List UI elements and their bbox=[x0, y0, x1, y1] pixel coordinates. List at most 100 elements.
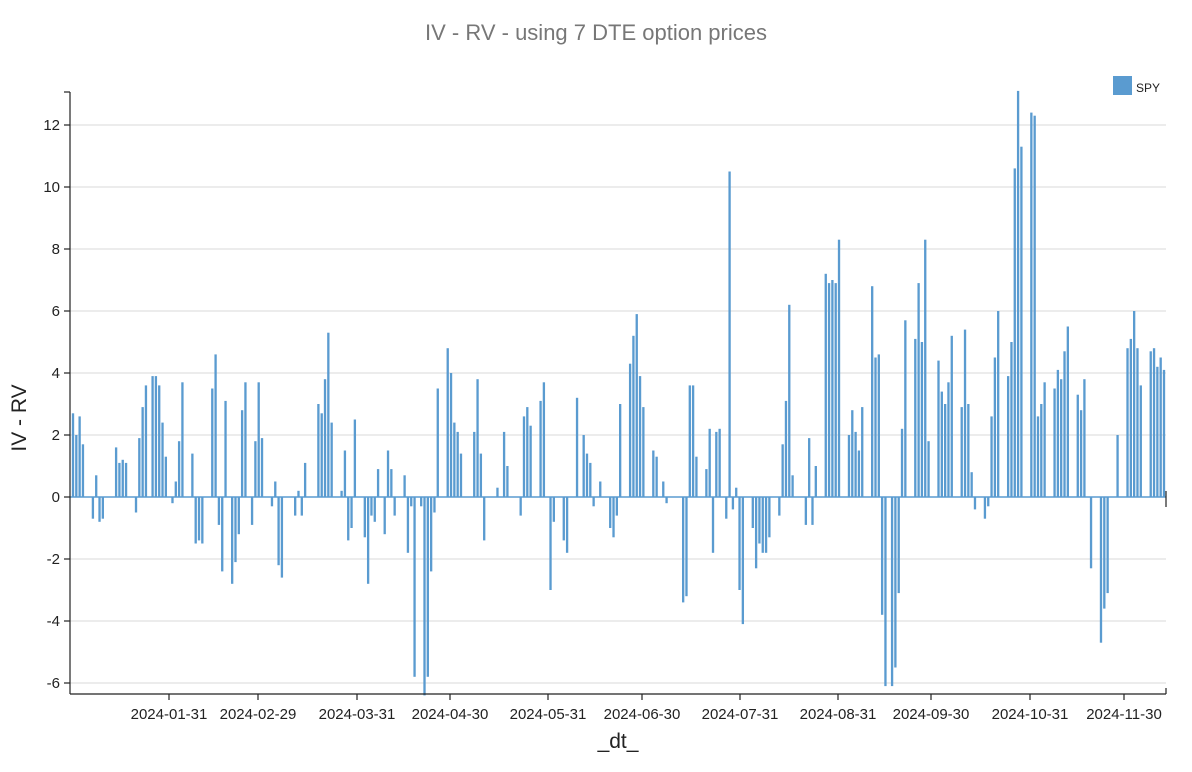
gridlines bbox=[70, 124, 1166, 684]
legend: SPY bbox=[1113, 76, 1160, 95]
bar bbox=[161, 422, 164, 497]
bar bbox=[552, 497, 555, 522]
bar bbox=[960, 407, 963, 497]
bar bbox=[950, 335, 953, 497]
bar bbox=[1126, 348, 1129, 497]
bar bbox=[539, 400, 542, 497]
bar bbox=[788, 304, 791, 497]
bar bbox=[997, 311, 1000, 497]
bar bbox=[138, 438, 141, 497]
bar bbox=[585, 453, 589, 497]
bar bbox=[101, 497, 104, 519]
bar bbox=[628, 363, 632, 497]
x-tick-label: 2024-10-31 bbox=[992, 706, 1069, 723]
bar bbox=[612, 497, 615, 538]
bar bbox=[791, 475, 794, 497]
bar bbox=[406, 497, 410, 553]
bar bbox=[413, 497, 416, 677]
bar bbox=[615, 497, 618, 516]
y-tick-label: 6 bbox=[52, 303, 60, 320]
bar bbox=[715, 431, 718, 497]
bar bbox=[665, 497, 668, 504]
bar bbox=[526, 407, 529, 497]
bar bbox=[562, 497, 565, 541]
bar bbox=[1020, 146, 1023, 497]
bar bbox=[854, 431, 857, 497]
bar bbox=[81, 444, 85, 497]
bar bbox=[967, 404, 970, 497]
bar bbox=[217, 497, 221, 525]
bar bbox=[1060, 379, 1063, 497]
bar bbox=[294, 497, 297, 516]
bar bbox=[857, 450, 861, 497]
bar bbox=[383, 497, 386, 535]
bar bbox=[662, 481, 665, 497]
bar bbox=[847, 435, 851, 497]
bar bbox=[1152, 348, 1156, 497]
bar bbox=[403, 475, 406, 497]
bar bbox=[323, 379, 327, 497]
x-tick-label: 2024-08-31 bbox=[800, 706, 877, 723]
bar bbox=[433, 497, 436, 513]
bar bbox=[237, 497, 240, 535]
bar bbox=[652, 450, 655, 497]
bar bbox=[890, 497, 894, 687]
bar bbox=[350, 497, 353, 528]
bar bbox=[914, 338, 917, 497]
bar bbox=[874, 357, 877, 497]
bar bbox=[95, 475, 98, 497]
bars bbox=[71, 90, 1166, 696]
bar bbox=[134, 497, 138, 513]
x-tick-label: 2024-01-31 bbox=[131, 706, 208, 723]
bar bbox=[436, 388, 439, 497]
bar bbox=[943, 404, 947, 497]
bar bbox=[1129, 338, 1132, 497]
bar bbox=[814, 466, 817, 497]
x-tick-label: 2024-11-30 bbox=[1086, 706, 1162, 723]
bar bbox=[1013, 168, 1016, 497]
bar bbox=[479, 453, 483, 497]
bar bbox=[754, 497, 758, 569]
bar bbox=[731, 497, 735, 510]
bar bbox=[1056, 369, 1060, 497]
bar bbox=[181, 382, 184, 497]
bar bbox=[973, 497, 977, 510]
bar bbox=[473, 431, 476, 497]
bar bbox=[592, 497, 595, 507]
bar bbox=[496, 487, 499, 497]
bar bbox=[453, 422, 456, 497]
bar bbox=[904, 320, 907, 497]
bar bbox=[270, 497, 274, 507]
bar bbox=[114, 447, 118, 497]
bar bbox=[987, 497, 990, 507]
bar bbox=[900, 428, 904, 497]
bar bbox=[446, 348, 449, 497]
bar bbox=[91, 497, 95, 519]
x-tick-label: 2024-04-30 bbox=[412, 706, 489, 723]
bar bbox=[834, 283, 837, 497]
y-axis-label: IV - RV bbox=[8, 384, 31, 451]
bar bbox=[632, 335, 635, 497]
bar bbox=[1162, 369, 1166, 497]
y-tick-label: 4 bbox=[52, 365, 60, 382]
x-tick-label: 2024-05-31 bbox=[510, 706, 587, 723]
bar bbox=[589, 462, 592, 497]
bar bbox=[410, 497, 413, 507]
bar bbox=[735, 487, 738, 497]
bar bbox=[705, 469, 708, 497]
x-tick-label: 2024-06-30 bbox=[604, 706, 681, 723]
bar bbox=[376, 469, 380, 497]
bar bbox=[429, 497, 433, 572]
bar bbox=[1159, 357, 1162, 497]
bar bbox=[1010, 342, 1013, 497]
bar bbox=[522, 416, 526, 497]
y-tick-label: 8 bbox=[52, 241, 60, 258]
bar bbox=[224, 400, 227, 497]
bar bbox=[1149, 351, 1152, 497]
bar bbox=[151, 376, 154, 497]
bar bbox=[240, 410, 244, 497]
bar bbox=[483, 497, 486, 541]
bar bbox=[98, 497, 101, 522]
bar bbox=[804, 497, 808, 525]
y-tick-label: -2 bbox=[47, 551, 60, 568]
